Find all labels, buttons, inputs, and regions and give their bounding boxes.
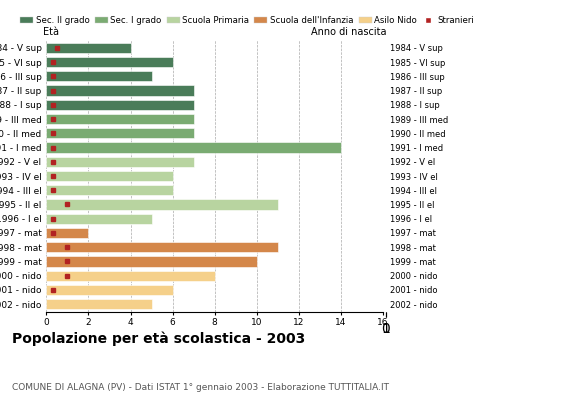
Bar bbox=[46, 242, 278, 252]
Text: Anno di nascita: Anno di nascita bbox=[311, 27, 386, 37]
Bar bbox=[46, 128, 194, 138]
Bar bbox=[46, 285, 173, 295]
Bar bbox=[46, 71, 151, 82]
Text: COMUNE DI ALAGNA (PV) - Dati ISTAT 1° gennaio 2003 - Elaborazione TUTTITALIA.IT: COMUNE DI ALAGNA (PV) - Dati ISTAT 1° ge… bbox=[12, 383, 389, 392]
Bar bbox=[46, 114, 194, 124]
Bar bbox=[46, 185, 173, 195]
Bar bbox=[46, 43, 130, 53]
Bar bbox=[46, 256, 256, 266]
Text: Popolazione per età scolastica - 2003: Popolazione per età scolastica - 2003 bbox=[12, 332, 305, 346]
Bar bbox=[46, 199, 278, 210]
Bar bbox=[46, 86, 194, 96]
Bar bbox=[46, 57, 173, 67]
Bar bbox=[46, 270, 215, 281]
Bar bbox=[46, 142, 340, 153]
Bar bbox=[46, 214, 151, 224]
Legend: Sec. II grado, Sec. I grado, Scuola Primaria, Scuola dell'Infanzia, Asilo Nido, : Sec. II grado, Sec. I grado, Scuola Prim… bbox=[20, 16, 474, 25]
Bar bbox=[46, 171, 173, 181]
Bar bbox=[46, 157, 194, 167]
Bar bbox=[46, 100, 194, 110]
Bar bbox=[46, 228, 88, 238]
Text: Età: Età bbox=[43, 27, 59, 37]
Bar bbox=[46, 299, 151, 309]
